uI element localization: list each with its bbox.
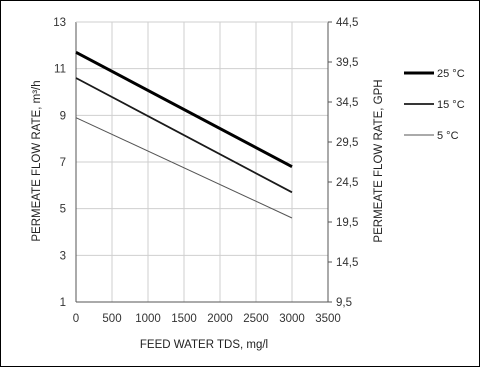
y2-tick-label: 9,5 [336,297,352,309]
x-tick-label: 3500 [315,313,341,325]
x-tick-label: 2500 [243,313,269,325]
y-tick-label: 13 [53,17,66,29]
grid [75,21,329,303]
x-axis-title: FEED WATER TDS, mg/l [140,339,268,351]
tick-labels: 0 500 1000 1500 2000 2500 3000 35001357911139,5… [53,17,358,325]
series-line-1 [75,51,293,168]
y2-tick-label: 34,5 [336,97,358,109]
y-tick-label: 1 [60,297,66,309]
legend-label: 15 °C [437,99,465,111]
y2-tick-label: 14,5 [336,257,358,269]
x-tick-label: 3000 [279,313,305,325]
y2-tick-label: 44,5 [336,17,358,29]
x-tick-label: 2000 [207,313,233,325]
y2-tick-label: 39,5 [336,57,358,69]
x-tick-label: 1500 [171,313,197,325]
series-lines [75,51,293,219]
y2-tick-label: 24,5 [336,177,358,189]
series-line-3 [75,117,293,219]
y2-tick-label: 19,5 [336,217,358,229]
legend-label: 5 °C [437,130,459,142]
x-tick-label: 0 [73,313,79,325]
series-line-2 [75,77,293,194]
y-tick-label: 11 [54,64,66,76]
axes [75,21,332,303]
x-tick-label: 500 [102,313,121,325]
legend: 25 °C 15 °C 5 °C [404,68,465,142]
y-tick-label: 9 [60,110,66,122]
legend-label: 25 °C [437,68,465,80]
y2-tick-label: 29,5 [336,137,358,149]
y-tick-label: 3 [60,250,66,262]
x-tick-label: 1000 [135,313,161,325]
y-tick-label: 5 [60,204,66,216]
y-axis-title: PERMEATE FLOW RATE, m³/h [31,80,43,241]
y-tick-label: 7 [60,157,66,169]
y2-axis-title: PERMEATE FLOW RATE, GPH [373,79,385,242]
